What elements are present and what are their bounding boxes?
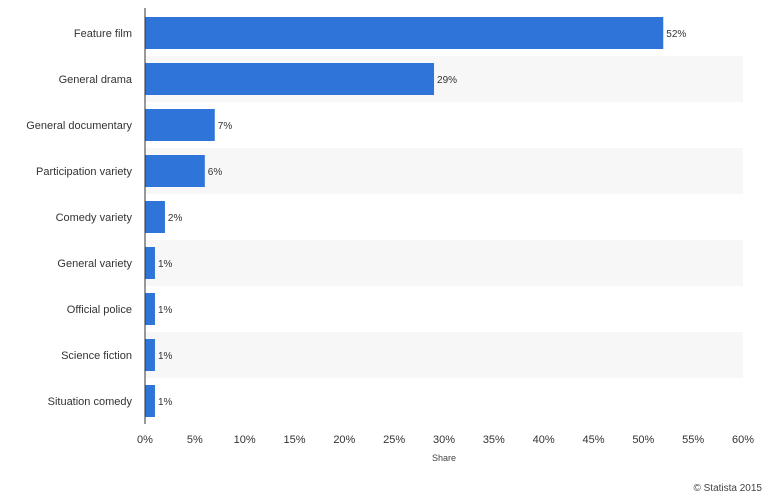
value-label: 2% bbox=[168, 213, 183, 224]
bar-comedy-variety bbox=[145, 201, 165, 233]
x-axis-title: Share bbox=[432, 453, 456, 463]
x-tick-label: 35% bbox=[483, 434, 505, 446]
row-stripe bbox=[145, 148, 743, 194]
value-label: 1% bbox=[158, 397, 173, 408]
row-stripe bbox=[145, 332, 743, 378]
category-label: Science fiction bbox=[61, 350, 132, 362]
category-label: General documentary bbox=[26, 120, 132, 132]
x-tick-label: 40% bbox=[533, 434, 555, 446]
bar-science-fiction bbox=[145, 339, 155, 371]
value-label: 29% bbox=[437, 75, 457, 86]
x-tick-label: 15% bbox=[283, 434, 305, 446]
value-label: 7% bbox=[218, 121, 233, 132]
x-tick-label: 25% bbox=[383, 434, 405, 446]
x-tick-label: 20% bbox=[333, 434, 355, 446]
x-tick-label: 10% bbox=[234, 434, 256, 446]
category-label: General drama bbox=[59, 74, 133, 86]
value-label: 52% bbox=[666, 29, 686, 40]
row-stripe bbox=[145, 240, 743, 286]
value-label: 1% bbox=[158, 305, 173, 316]
x-tick-label: 50% bbox=[632, 434, 654, 446]
x-tick-label: 60% bbox=[732, 434, 754, 446]
source-credit: © Statista 2015 bbox=[693, 483, 762, 494]
x-tick-label: 45% bbox=[582, 434, 604, 446]
category-label: Feature film bbox=[74, 28, 132, 40]
bar-feature-film bbox=[145, 17, 664, 49]
x-tick-label: 0% bbox=[137, 434, 153, 446]
bar-participation-variety bbox=[145, 155, 205, 187]
bar-situation-comedy bbox=[145, 385, 155, 417]
x-tick-label: 5% bbox=[187, 434, 203, 446]
value-label: 1% bbox=[158, 351, 173, 362]
x-tick-label: 30% bbox=[433, 434, 455, 446]
value-label: 6% bbox=[208, 167, 223, 178]
bar-general-variety bbox=[145, 247, 155, 279]
bar-general-documentary bbox=[145, 109, 215, 141]
category-label: Official police bbox=[67, 304, 132, 316]
bar-official-police bbox=[145, 293, 155, 325]
category-label: Participation variety bbox=[36, 166, 132, 178]
x-tick-label: 55% bbox=[682, 434, 704, 446]
bar-general-drama bbox=[145, 63, 435, 95]
category-label: General variety bbox=[57, 258, 132, 270]
category-label: Comedy variety bbox=[56, 212, 133, 224]
category-label: Situation comedy bbox=[48, 396, 133, 408]
value-label: 1% bbox=[158, 259, 173, 270]
